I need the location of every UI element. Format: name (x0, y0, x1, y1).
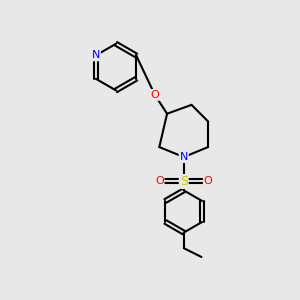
Text: N: N (179, 152, 188, 162)
Text: O: O (204, 176, 212, 187)
Text: O: O (155, 176, 164, 187)
Text: S: S (180, 175, 188, 188)
Text: O: O (151, 90, 159, 100)
Text: N: N (92, 50, 100, 60)
